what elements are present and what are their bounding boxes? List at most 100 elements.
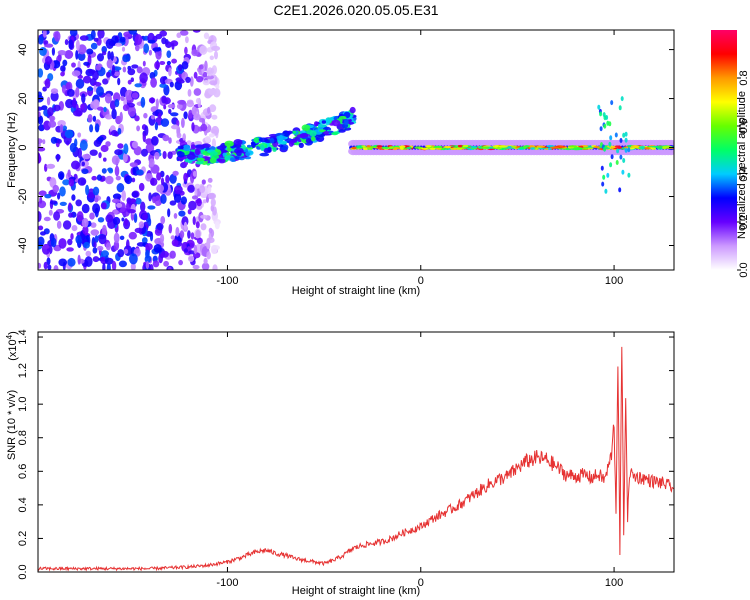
heatmap-feature-near-105-km-1833 xyxy=(608,121,612,127)
heatmap-noise-region-680 xyxy=(112,216,121,225)
heatmap-noise-region-617 xyxy=(102,224,107,236)
bot-yticks-label-3: 0.6 xyxy=(17,464,29,479)
heatmap-noise-region-815 xyxy=(136,66,143,74)
heatmap-noise-region-740 xyxy=(203,257,208,265)
snr-panel: -100 0 100 0.0 0.2 0.4 0.6 0.8 1.0 1.2 1.4 Height… xyxy=(5,329,675,597)
heatmap-noise-region-845 xyxy=(46,163,56,169)
heatmap-noise-region-398 xyxy=(38,115,44,125)
heatmap-noise-region-760 xyxy=(105,141,111,147)
heatmap-noise-region-755 xyxy=(195,229,201,239)
heatmap-noise-region-826 xyxy=(206,239,211,250)
heatmap-noise-region-501 xyxy=(50,91,59,102)
heatmap-noise-region-247 xyxy=(46,257,51,266)
heatmap-noise-region-132 xyxy=(193,88,202,96)
heatmap-noise-region-492 xyxy=(140,96,146,108)
colorbar-tick-label-3: 0.6 xyxy=(738,118,750,133)
heatmap-noise-region-776 xyxy=(53,265,59,270)
heatmap-noise-region-552 xyxy=(79,35,89,41)
heatmap-noise-region-797 xyxy=(152,47,162,52)
heatmap-noise-region-734 xyxy=(183,172,189,182)
heatmap-noise-region-887 xyxy=(166,50,172,58)
heatmap-noise-region-149 xyxy=(192,264,200,270)
heatmap-noise-region-483 xyxy=(210,204,214,212)
heatmap-noise-region-788 xyxy=(198,64,204,70)
heatmap-feature-near-105-km-1813 xyxy=(609,135,613,141)
heatmap-noise-region-531 xyxy=(44,194,52,199)
heatmap-noise-region-371 xyxy=(188,200,197,211)
heatmap-noise-region-640 xyxy=(104,257,114,265)
heatmap-noise-region-579 xyxy=(105,38,114,49)
top-yticks-label-3: 20 xyxy=(17,92,29,104)
heatmap-feature-near-105-km-1837 xyxy=(624,137,628,143)
heatmap-noise-region-843 xyxy=(160,177,165,185)
heatmap-noise-region-767 xyxy=(52,184,59,193)
heatmap-noise-region-892 xyxy=(182,133,186,141)
heatmap-noise-region-465 xyxy=(176,32,182,39)
heatmap-noise-region-660 xyxy=(38,106,43,111)
heatmap-noise-region-159 xyxy=(168,223,173,234)
heatmap-noise-region-727 xyxy=(152,260,160,268)
colorbar-tick-label-1: 0.2 xyxy=(738,214,750,229)
heatmap-noise-region-547 xyxy=(38,236,45,247)
heatmap-noise-region-491 xyxy=(118,260,127,268)
heatmap-noise-region-514 xyxy=(75,78,85,89)
heatmap-noise-region-790 xyxy=(98,234,107,245)
heatmap-noise-region-365 xyxy=(168,67,172,77)
heatmap-noise-region-401 xyxy=(56,220,62,229)
heatmap-noise-region-199 xyxy=(97,217,105,223)
heatmap-noise-region-391 xyxy=(107,50,112,61)
heatmap-noise-region-214 xyxy=(76,211,84,222)
heatmap-noise-region-441 xyxy=(201,262,210,270)
heatmap-noise-region-457 xyxy=(210,244,218,255)
heatmap-noise-region-111 xyxy=(215,84,220,90)
heatmap-noise-region-761 xyxy=(111,260,117,270)
heatmap-noise-region-835 xyxy=(192,30,201,33)
heatmap-noise-region-370 xyxy=(113,240,120,251)
heatmap-noise-region-494 xyxy=(171,239,179,247)
heatmap-noise-region-505 xyxy=(100,144,109,153)
top-yticks-label-4: 40 xyxy=(17,43,29,55)
heatmap-noise-region-861 xyxy=(39,196,43,204)
spectrogram-x-ticks: -100 0 100 xyxy=(216,30,623,287)
heatmap-noise-region-646 xyxy=(92,203,101,214)
bot-xticks-label-1: 0 xyxy=(418,577,424,589)
heatmap-noise-region-829 xyxy=(162,134,170,142)
heatmap-noise-region-673 xyxy=(113,232,120,244)
heatmap-noise-region-286 xyxy=(81,203,90,214)
colorbar: 0.0 0.2 0.4 0.6 0.8 Normalized spectral ampl… xyxy=(711,30,750,278)
heatmap-noise-region-886 xyxy=(193,244,198,255)
heatmap-noise-region-781 xyxy=(97,30,105,39)
heatmap-noise-region-593 xyxy=(204,136,211,143)
heatmap-noise-region-41 xyxy=(90,42,98,50)
heatmap-noise-region-603 xyxy=(155,98,159,109)
heatmap-noise-region-684 xyxy=(62,179,70,186)
heatmap-noise-region-848 xyxy=(168,137,172,144)
heatmap-noise-region-804 xyxy=(108,168,114,174)
heatmap-noise-region-876 xyxy=(209,133,215,138)
heatmap-noise-region-846 xyxy=(158,112,162,119)
heatmap-noise-region-598 xyxy=(171,42,175,50)
heatmap-noise-region-865 xyxy=(136,169,144,176)
heatmap-noise-region-541 xyxy=(154,122,158,131)
heatmap-steady-band-1708 xyxy=(351,146,357,150)
heatmap-noise-region-659 xyxy=(119,36,126,43)
heatmap-rising-band-1207 xyxy=(216,145,225,150)
heatmap-noise-region-754 xyxy=(49,115,56,122)
heatmap-noise-region-678 xyxy=(187,209,192,215)
heatmap-noise-region-810 xyxy=(170,112,179,117)
heatmap-feature-near-105-km-1823 xyxy=(602,174,606,180)
heatmap-noise-region-344 xyxy=(57,192,61,200)
heatmap-noise-region-894 xyxy=(111,198,120,204)
heatmap-noise-region-898 xyxy=(193,113,201,121)
heatmap-noise-region-205 xyxy=(184,46,188,55)
heatmap-feature-near-105-km-1836 xyxy=(597,104,601,110)
colorbar-tick-label-4: 0.8 xyxy=(738,70,750,85)
heatmap-feature-near-105-km-1830 xyxy=(601,181,605,187)
top-yticks-label-0: -40 xyxy=(17,238,29,254)
heatmap-noise-region-719 xyxy=(131,141,139,149)
heatmap-rising-band-1171 xyxy=(309,130,317,137)
heatmap-noise-region-599 xyxy=(94,197,99,203)
heatmap-steady-band-1801 xyxy=(383,146,389,150)
heatmap-noise-region-316 xyxy=(65,98,74,109)
heatmap-noise-region-862 xyxy=(185,76,191,83)
